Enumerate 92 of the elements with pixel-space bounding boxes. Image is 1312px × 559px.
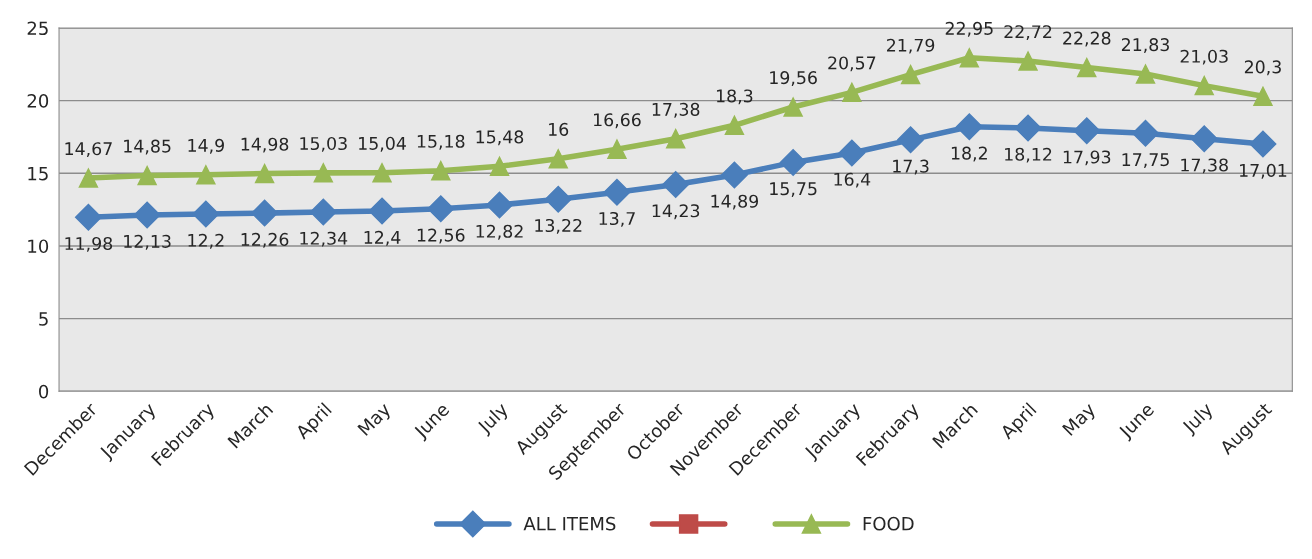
point	[1249, 130, 1277, 158]
point	[900, 64, 921, 85]
point	[137, 165, 157, 186]
point	[372, 162, 392, 183]
point	[783, 97, 803, 117]
data-label: 14,9	[188, 138, 224, 154]
point	[544, 185, 572, 213]
y-tick-label: 0	[39, 384, 49, 399]
point	[1077, 57, 1097, 78]
data-label: 21,79	[887, 38, 935, 54]
point	[133, 201, 161, 229]
point	[1014, 114, 1042, 142]
data-label: 16,66	[594, 113, 641, 129]
point	[486, 191, 513, 219]
data-label: 15,48	[476, 130, 524, 146]
data-label: 18,3	[716, 89, 753, 105]
point	[724, 115, 745, 136]
point	[431, 160, 451, 181]
data-label: 16	[549, 122, 569, 136]
point	[74, 203, 102, 231]
data-label: 11,98	[65, 236, 113, 252]
point	[955, 113, 983, 141]
data-label: 21,03	[1180, 49, 1228, 65]
data-label: 15,04	[359, 136, 406, 152]
data-label: 21,83	[1121, 38, 1169, 53]
point	[603, 178, 631, 206]
y-tick-label: 20	[27, 94, 49, 108]
data-label: 14,89	[711, 194, 759, 210]
data-label: 17,38	[1181, 158, 1228, 174]
point	[720, 161, 748, 189]
point	[427, 195, 455, 223]
point	[1190, 125, 1218, 153]
point	[548, 149, 568, 169]
point	[842, 82, 862, 103]
data-label: 22,28	[1063, 31, 1111, 47]
data-label: 14,85	[124, 139, 171, 155]
data-label: 14,23	[652, 204, 700, 220]
data-label: 12,2	[188, 233, 224, 249]
y-tick-label: 25	[27, 21, 48, 36]
data-label: 22,95	[945, 21, 993, 37]
point	[959, 48, 980, 68]
point	[489, 156, 510, 177]
data-label: 15,75	[770, 182, 817, 198]
point	[1073, 117, 1101, 145]
data-label: 20,57	[828, 56, 876, 72]
data-label: 17,38	[652, 102, 700, 118]
y-tick-label: 10	[28, 239, 49, 254]
point	[1194, 75, 1214, 96]
point	[1135, 64, 1156, 84]
point	[838, 139, 866, 167]
legend-label: ALL ITEMS	[523, 516, 616, 531]
point	[665, 128, 686, 149]
point	[779, 148, 807, 176]
data-label: 17,3	[893, 159, 929, 175]
data-label: 13,22	[535, 218, 582, 234]
point	[251, 199, 279, 227]
data-label: 22,72	[1004, 25, 1052, 41]
point	[897, 126, 925, 154]
point	[313, 163, 334, 183]
point	[254, 163, 275, 184]
data-label: 20,3	[1244, 60, 1281, 76]
point	[192, 200, 220, 228]
data-label: 13,7	[599, 211, 635, 227]
data-label: 12,82	[476, 224, 523, 240]
y-tick-label: 5	[39, 312, 48, 326]
data-label: 12,4	[364, 230, 401, 246]
data-label: 15,03	[300, 136, 347, 152]
data-label: 18,2	[951, 146, 987, 162]
point	[662, 171, 690, 198]
point	[1253, 86, 1273, 106]
data-label: 18,12	[1005, 147, 1052, 163]
data-label: 19,56	[770, 71, 817, 86]
point	[368, 197, 396, 225]
data-label: 17,75	[1122, 153, 1169, 168]
point	[196, 165, 216, 185]
point	[1132, 119, 1159, 147]
data-label: 12,13	[124, 234, 171, 250]
data-label: 12,34	[300, 231, 348, 247]
point	[78, 168, 99, 188]
legend-label: FOOD	[863, 516, 914, 531]
point	[607, 139, 627, 159]
y-tick-label: 15	[28, 166, 48, 181]
point	[1018, 51, 1038, 71]
data-label: 17,93	[1063, 150, 1111, 166]
data-label: 14,98	[241, 137, 289, 153]
data-label: 12,56	[417, 228, 465, 244]
data-label: 16,4	[834, 172, 871, 188]
data-label: 15,18	[417, 134, 465, 150]
data-label: 12,26	[241, 232, 289, 248]
data-label: 17,01	[1240, 163, 1287, 179]
data-label: 14,67	[65, 142, 112, 158]
point	[309, 198, 337, 226]
